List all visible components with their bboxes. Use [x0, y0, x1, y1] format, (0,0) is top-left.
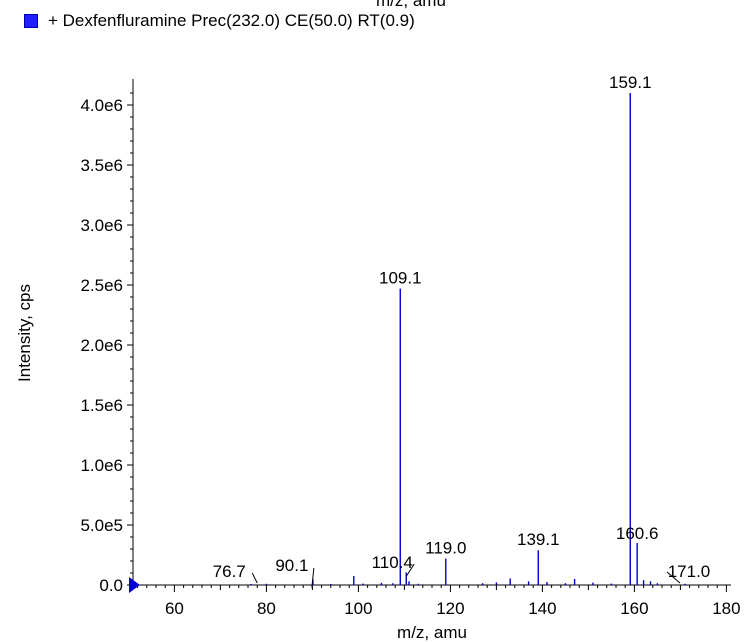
- x-axis-title: m/z, amu: [397, 623, 467, 642]
- x-tick-label: 60: [165, 599, 184, 618]
- peak-label: 119.0: [425, 539, 466, 558]
- peak-label-leader: [251, 572, 258, 584]
- baseline-marker: [129, 577, 140, 593]
- y-tick-label: 3.5e6: [80, 156, 123, 175]
- legend-label: + Dexfenfluramine Prec(232.0) CE(50.0) R…: [48, 11, 415, 30]
- x-tick-label: 180: [712, 599, 740, 618]
- legend-swatch: [24, 14, 38, 28]
- x-tick-label: 160: [620, 599, 648, 618]
- y-tick-label: 0.0: [99, 576, 123, 595]
- cut-off-axis-title: m/z, amu: [376, 0, 446, 10]
- y-tick-label: 5.0e5: [80, 516, 123, 535]
- y-tick-label: 4.0e6: [80, 96, 123, 115]
- x-tick-label: 120: [436, 599, 464, 618]
- x-tick-label: 80: [257, 599, 276, 618]
- x-tick-label: 100: [344, 599, 372, 618]
- peak-label: 160.6: [616, 524, 659, 543]
- y-tick-label: 2.0e6: [80, 336, 123, 355]
- y-tick-label: 2.5e6: [80, 276, 123, 295]
- y-axis-title: Intensity, cps: [15, 284, 34, 382]
- peak-label-leader: [666, 571, 681, 584]
- peak-label: 90.1: [275, 556, 308, 575]
- peak-label-leader: [405, 563, 415, 577]
- peak-label: 159.1: [609, 73, 652, 92]
- peak-label: 109.1: [379, 269, 422, 288]
- y-tick-label: 1.5e6: [80, 396, 123, 415]
- peak-label: 171.0: [668, 562, 711, 581]
- peak-label-leader: [311, 567, 315, 588]
- x-tick-label: 140: [528, 599, 556, 618]
- y-tick-label: 3.0e6: [80, 216, 123, 235]
- peak-label: 76.7: [213, 562, 246, 581]
- peak-label: 110.4: [372, 553, 413, 572]
- peak-label: 139.1: [517, 530, 560, 549]
- y-tick-label: 1.0e6: [80, 456, 123, 475]
- legend: + Dexfenfluramine Prec(232.0) CE(50.0) R…: [24, 9, 415, 33]
